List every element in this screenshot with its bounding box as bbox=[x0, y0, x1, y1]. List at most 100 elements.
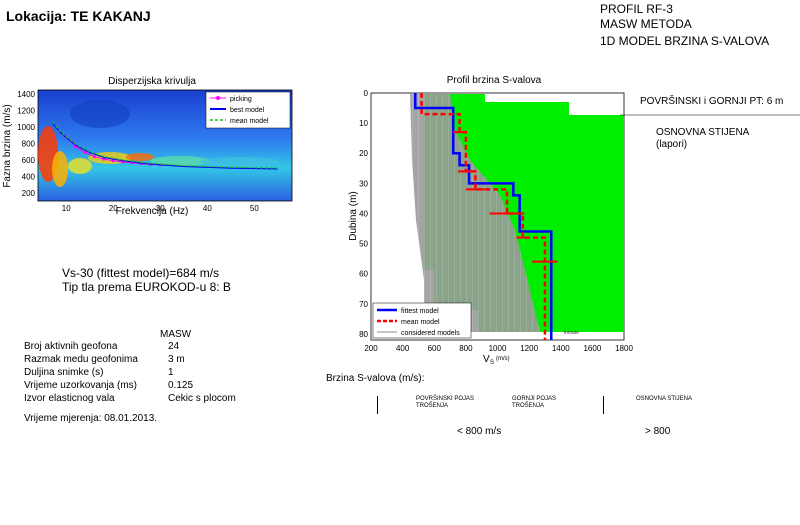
mean-model-series bbox=[420, 93, 547, 340]
param-label: Razmak medu geofonima bbox=[24, 354, 138, 365]
vs-xlabel: V S (m/s) bbox=[483, 354, 510, 366]
x-tick-label: 800 bbox=[459, 344, 473, 353]
vs-profile-chart: Profil brzina S-valova 200 400 600 800 1000 1… bbox=[348, 75, 633, 366]
surface-zone-line-1: POVRŠINSKI POJAS bbox=[416, 396, 475, 402]
x-tick-label: 30 bbox=[156, 204, 165, 213]
upper-zone-line-1: GORNJI POJAS bbox=[512, 396, 557, 402]
param-label: Duljina snimke (s) bbox=[24, 367, 104, 378]
vs-legend-divider-right bbox=[603, 396, 604, 414]
param-value: 24 bbox=[168, 341, 180, 352]
param-row: Izvor elasticnog vala Cekic s plocom bbox=[24, 392, 236, 405]
y-tick-label: 400 bbox=[22, 172, 36, 181]
legend-mean-label: mean model bbox=[230, 118, 269, 125]
dispersion-legend: picking best model mean model bbox=[205, 91, 291, 129]
picking-point bbox=[111, 159, 115, 163]
dispersion-hot-zones bbox=[38, 100, 280, 187]
dispersion-ylabel: Fazna brzina (m/s) bbox=[2, 104, 13, 187]
dispersion-curves bbox=[51, 121, 278, 170]
legend-mean-label: mean model bbox=[401, 319, 440, 326]
param-row: Razmak medu geofonima 3 m bbox=[24, 353, 236, 366]
dispersion-chart: Disperzijska krivulja 1400 1200 1000 800 600… bbox=[2, 76, 293, 217]
bedrock-label: OSNOVNA STIJENA bbox=[656, 127, 750, 138]
x-tick-label: 600 bbox=[428, 344, 442, 353]
upper-zone-line-2: TROŠENJA bbox=[512, 403, 545, 409]
vs-x-ticks: 200 400 600 800 1000 1200 1400 1600 1800 bbox=[364, 344, 633, 353]
y-tick-label: 0 bbox=[364, 89, 369, 98]
bedrock-velocity: > 800 bbox=[645, 426, 671, 437]
profile-header-line-3: 1D MODEL BRZINA S-VALOVA bbox=[600, 34, 770, 48]
vs-legend: fittest model mean model considered mode… bbox=[372, 302, 472, 339]
y-tick-label: 80 bbox=[359, 330, 368, 339]
bedrock-sublabel: (lapori) bbox=[656, 139, 688, 150]
x-tick-label: 400 bbox=[396, 344, 410, 353]
vs-legend-title: Brzina S-valova (m/s): bbox=[326, 373, 425, 384]
dispersion-xlabel: Frekvencija (Hz) bbox=[116, 206, 189, 217]
vs-xlabel-unit: (m/s) bbox=[496, 356, 510, 362]
considered-models-band bbox=[410, 94, 540, 332]
vs-error-bars bbox=[453, 131, 558, 263]
layer-boundary bbox=[620, 114, 800, 116]
y-tick-label: 60 bbox=[359, 270, 368, 279]
y-tick-label: 10 bbox=[359, 119, 368, 128]
bedrock-zone-label: OSNOVNA STIJENA bbox=[636, 396, 693, 402]
param-row: Vrijeme uzorkovanja (ms) 0.125 bbox=[24, 379, 236, 392]
x-tick-label: 20 bbox=[109, 204, 118, 213]
vs-annotation: inmate bbox=[564, 330, 579, 336]
dispersion-x-ticks: 10 20 30 40 50 bbox=[62, 204, 260, 213]
best-model-series bbox=[51, 122, 278, 170]
param-value: Cekic s plocom bbox=[168, 393, 236, 404]
dispersion-y-ticks: 1400 1200 1000 800 600 400 200 bbox=[17, 90, 35, 198]
x-tick-label: 40 bbox=[203, 204, 212, 213]
param-row: Broj aktivnih geofona 24 bbox=[24, 340, 236, 353]
vs30-text: Vs-30 (fittest model)=684 m/s bbox=[62, 266, 220, 280]
y-tick-label: 1400 bbox=[17, 90, 35, 99]
param-label: Izvor elasticnog vala bbox=[24, 393, 115, 404]
picking-point bbox=[83, 150, 87, 154]
y-tick-label: 30 bbox=[359, 179, 368, 188]
surface-zone-label: POVRŠINSKI POJAS TROŠENJA bbox=[416, 396, 474, 410]
vs-profile-title: Profil brzina S-valova bbox=[447, 75, 542, 86]
x-tick-label: 10 bbox=[62, 204, 71, 213]
soil-type-text: Tip tla prema EUROKOD-u 8: B bbox=[62, 280, 231, 294]
y-tick-label: 1000 bbox=[17, 123, 35, 132]
measurement-date: Vrijeme mjerenja: 08.01.2013. bbox=[24, 413, 158, 424]
param-row: Duljina snimke (s) 1 bbox=[24, 366, 236, 379]
param-value: 3 m bbox=[168, 354, 185, 365]
surface-layer-label: POVRŠINSKI i GORNJI PT: 6 m bbox=[640, 96, 784, 107]
vs-xlabel-sub: S bbox=[490, 360, 494, 366]
legend-considered-label: considered models bbox=[401, 330, 460, 337]
y-tick-label: 20 bbox=[359, 149, 368, 158]
vs-ylabel: Dubina (m) bbox=[348, 191, 359, 240]
y-tick-label: 800 bbox=[22, 139, 36, 148]
masw-params-table: Broj aktivnih geofona 24 Razmak medu geof… bbox=[24, 340, 236, 405]
profile-header-line-2: MASW METODA bbox=[600, 17, 692, 31]
picking-point bbox=[92, 155, 96, 159]
vs-model-curves bbox=[414, 93, 553, 340]
x-tick-label: 50 bbox=[250, 204, 259, 213]
weathered-zone-velocity: < 800 m/s bbox=[457, 426, 502, 437]
x-tick-label: 1800 bbox=[615, 344, 633, 353]
param-label: Vrijeme uzorkovanja (ms) bbox=[24, 380, 137, 391]
surface-zone-line-2: TROŠENJA bbox=[416, 403, 449, 409]
x-tick-label: 1200 bbox=[520, 344, 538, 353]
param-label: Broj aktivnih geofona bbox=[24, 341, 118, 352]
upper-zone-label: GORNJI POJAS TROŠENJA bbox=[512, 396, 556, 410]
location-title: Lokacija: TE KAKANJ bbox=[6, 8, 151, 24]
x-tick-label: 1600 bbox=[583, 344, 601, 353]
x-tick-label: 200 bbox=[364, 344, 378, 353]
dispersion-title: Disperzijska krivulja bbox=[108, 76, 196, 87]
vs-legend-divider-left bbox=[377, 396, 378, 414]
legend-fittest-label: fittest model bbox=[401, 308, 439, 315]
y-tick-label: 200 bbox=[22, 189, 36, 198]
mean-model-series bbox=[51, 121, 278, 169]
legend-best-label: best model bbox=[230, 107, 265, 114]
y-tick-label: 1200 bbox=[17, 107, 35, 116]
vs-xlabel-main: V bbox=[483, 354, 490, 365]
legend-picking-label: picking bbox=[230, 96, 252, 103]
profile-header-line-1: PROFIL RF-3 bbox=[600, 2, 673, 16]
fittest-model-series bbox=[414, 93, 553, 340]
x-tick-label: 1400 bbox=[552, 344, 570, 353]
vs-y-ticks: 0 10 20 30 40 50 60 70 80 bbox=[359, 89, 368, 339]
param-value: 0.125 bbox=[168, 380, 194, 391]
y-tick-label: 70 bbox=[359, 300, 368, 309]
